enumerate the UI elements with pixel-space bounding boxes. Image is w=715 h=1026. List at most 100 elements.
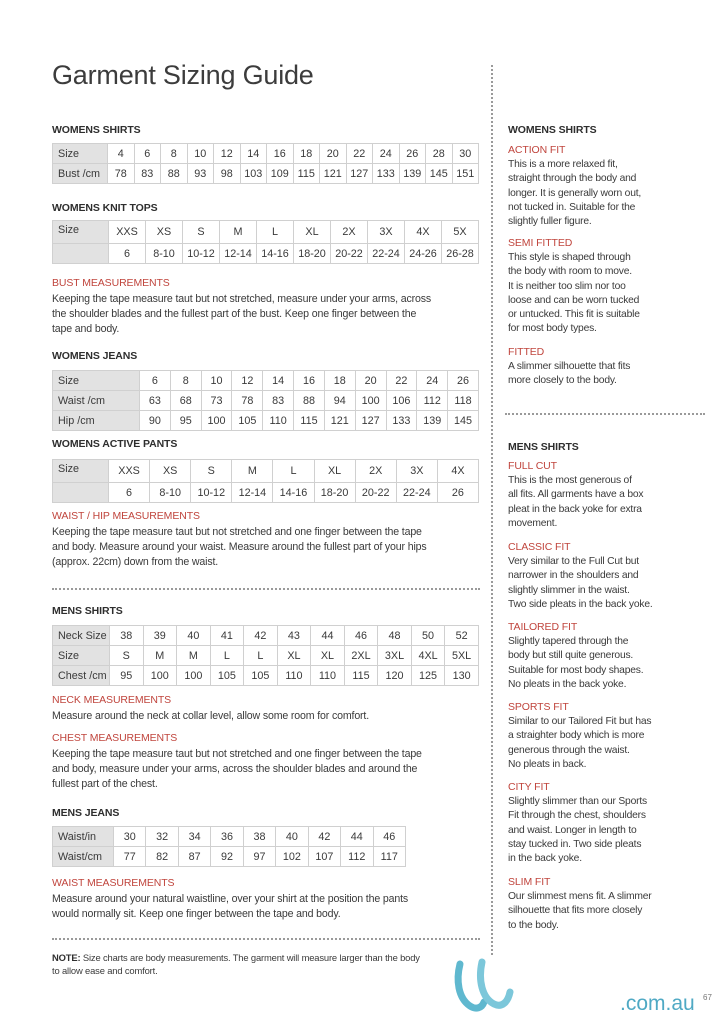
fit-description: Very similar to the Full Cut but narrower… <box>508 555 653 612</box>
row-label: Neck Size <box>52 625 110 646</box>
table-cell: 52 <box>444 625 479 646</box>
table-cell: 121 <box>323 410 356 431</box>
text-line: Keeping the tape measure taut but not st… <box>52 748 422 760</box>
table-row: Size XXS XS S M L XL 2X 3X 4X <box>52 459 479 483</box>
table-cell: 88 <box>293 390 325 411</box>
table-cell: 20-22 <box>330 243 368 264</box>
table-cell: 4X <box>404 220 442 244</box>
row-label: Size <box>52 220 109 244</box>
section-divider <box>52 938 480 940</box>
table-cell: 26 <box>447 370 479 391</box>
table-cell: 14 <box>239 143 267 164</box>
size-table-mens-jeans: Waist/in 30 32 34 36 38 40 42 44 46 Waist/cm 77 82 87… <box>52 826 406 867</box>
text-line: generous through the waist. <box>508 744 630 756</box>
text-line: movement. <box>508 517 558 529</box>
table-cell: 95 <box>169 410 202 431</box>
table-cell: 95 <box>109 665 144 686</box>
table-cell: 83 <box>133 163 161 184</box>
table-cell: S <box>109 645 144 666</box>
text-line: in the back yoke. <box>508 853 582 865</box>
table-cell: 6 <box>107 482 151 503</box>
table-cell: 26 <box>398 143 426 164</box>
table-cell: 112 <box>416 390 449 411</box>
table-cell: 24 <box>372 143 400 164</box>
row-label: Chest /cm <box>52 665 110 686</box>
text-line: No pleats in the back yoke. <box>508 678 627 690</box>
table-cell: 110 <box>310 665 345 686</box>
row-label: Size <box>52 143 108 164</box>
table-cell: XL <box>310 645 345 666</box>
note: NOTE: Size charts are body measurements.… <box>52 951 420 977</box>
table-cell: 105 <box>231 410 264 431</box>
table-row: Waist/cm 77 82 87 92 97 102 107 112 117 <box>52 846 406 867</box>
table-cell: 20-22 <box>354 482 397 503</box>
fit-description: Slightly slimmer than our Sports Fit thro… <box>508 795 647 866</box>
row-label: Bust /cm <box>52 163 108 184</box>
table-cell: 10 <box>186 143 214 164</box>
table-cell: 20 <box>319 143 347 164</box>
measurement-heading-waist-hip: WAIST / HIP MEASUREMENTS <box>52 510 200 522</box>
table-cell: 28 <box>425 143 453 164</box>
table-cell: 12-14 <box>219 243 257 264</box>
table-cell: 10-12 <box>190 482 233 503</box>
measurement-text-neck: Measure around the neck at collar level,… <box>52 709 369 724</box>
table-cell: 44 <box>340 826 374 847</box>
text-line: longer. It is generally worn out, <box>508 187 642 199</box>
table-cell: 109 <box>266 163 294 184</box>
fit-description: Similar to our Tailored Fit but has a str… <box>508 715 652 772</box>
table-cell: 117 <box>372 846 406 867</box>
row-label: Hip /cm <box>52 410 140 431</box>
section-heading-mens-jeans: MENS JEANS <box>52 807 120 819</box>
table-cell: 87 <box>177 846 212 867</box>
table-cell: 50 <box>410 625 446 646</box>
table-cell: 12 <box>213 143 241 164</box>
table-cell: 12 <box>231 370 264 391</box>
table-cell: 100 <box>142 665 178 686</box>
table-cell: S <box>190 459 233 483</box>
table-cell: 78 <box>231 390 264 411</box>
table-cell: 2X <box>354 459 397 483</box>
brand-logo-icon <box>454 958 514 1012</box>
fit-description: A slimmer silhouette that fits more close… <box>508 360 630 389</box>
section-divider <box>52 588 480 590</box>
table-cell: XL <box>293 220 331 244</box>
table-cell: 32 <box>145 826 179 847</box>
page-number: 67 <box>703 993 712 1002</box>
table-cell: 16 <box>293 370 325 391</box>
table-cell: XL <box>313 459 356 483</box>
table-cell: 24 <box>416 370 449 391</box>
table-cell: 44 <box>310 625 345 646</box>
size-table-womens-knit-tops: Size XXS XS S M L XL 2X 3X 4X 5X 6 8-10 10-12 12-14 14-… <box>52 220 479 264</box>
table-cell: 40 <box>275 826 309 847</box>
text-line: Keeping the tape measure taut but not st… <box>52 526 422 538</box>
table-cell: 100 <box>176 665 211 686</box>
row-label: Waist/cm <box>52 846 114 867</box>
note-line: to allow ease and comfort. <box>52 965 158 976</box>
table-cell: 100 <box>354 390 387 411</box>
table-cell: 14 <box>262 370 295 391</box>
table-cell: 125 <box>410 665 446 686</box>
column-divider <box>491 65 493 955</box>
table-cell: 6 <box>133 143 161 164</box>
table-row: Chest /cm 95 100 100 105 105 110 110 115 120 125 13… <box>52 665 479 686</box>
fit-name: CLASSIC FIT <box>508 541 571 553</box>
text-line: the body with room to move. <box>508 266 632 278</box>
table-cell: 145 <box>447 410 479 431</box>
table-cell: 8 <box>169 370 202 391</box>
table-cell: 127 <box>354 410 387 431</box>
table-cell: 18 <box>292 143 320 164</box>
fit-name: ACTION FIT <box>508 144 566 156</box>
table-cell: 4 <box>107 143 135 164</box>
measurement-heading-waist: WAIST MEASUREMENTS <box>52 877 175 889</box>
table-cell: 102 <box>275 846 309 867</box>
text-line: (approx. 22cm) down from the waist. <box>52 556 219 568</box>
row-label: Waist /cm <box>52 390 140 411</box>
section-heading-womens-knit-tops: WOMENS KNIT TOPS <box>52 202 158 214</box>
table-row: Neck Size 38 39 40 41 42 43 44 46 48 50 52 <box>52 625 479 646</box>
text-line: This is the most generous of <box>508 475 632 486</box>
text-line: would normally sit. Keep one finger betw… <box>52 908 341 920</box>
table-cell: 133 <box>385 410 418 431</box>
table-cell: 115 <box>343 665 379 686</box>
row-label: Size <box>52 370 140 391</box>
measurement-text-bust: Keeping the tape measure taut but not st… <box>52 292 431 337</box>
